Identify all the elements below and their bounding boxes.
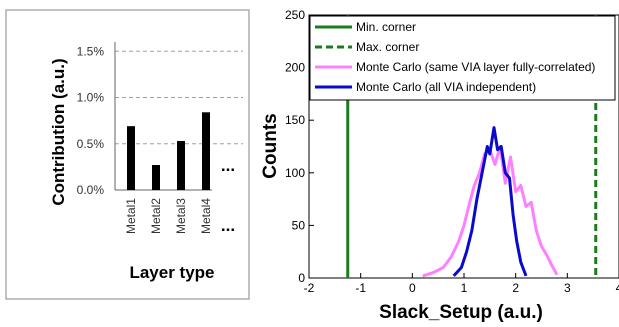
bar-metal1 (127, 126, 135, 190)
legend-box (309, 15, 616, 101)
legend-label-correlated: Monte Carlo (same VIA layer fully-correl… (356, 60, 595, 74)
hist-ytick-label: 200 (285, 61, 305, 75)
bar-chart-ellipsis-axis: ... (221, 216, 235, 235)
hist-ytick-label: 150 (285, 113, 305, 127)
histogram-panel: 0 50 100 150 200 250 -2 -1 0 1 2 3 4 Min. corner Max… (260, 8, 619, 323)
series-line-independent (452, 126, 528, 277)
bar-xtick-label: Metal4 (199, 198, 213, 234)
bar-ytick-label: 0.0% (77, 183, 105, 197)
hist-ytick-label: 50 (292, 218, 306, 232)
hist-xtick-label: -2 (304, 281, 315, 295)
bar-chart-xlabel: Layer type (129, 263, 214, 282)
series-line-correlated (422, 145, 559, 278)
bar-ytick-label: 1.5% (77, 44, 105, 58)
hist-xtick-label: 0 (409, 281, 416, 295)
hist-xtick-label: 2 (512, 281, 519, 295)
bar-xtick-label: Metal1 (124, 198, 138, 234)
hist-ytick-label: 100 (285, 166, 305, 180)
hist-xtick-label: 1 (461, 281, 468, 295)
histogram-ylabel: Counts (260, 113, 281, 178)
legend-label-independent: Monte Carlo (all VIA independent) (356, 80, 536, 94)
bar-metal3 (177, 140, 185, 190)
bar-chart-ylabel: Contribution (a.u.) (49, 58, 68, 205)
legend-label-min-corner: Min. corner (356, 20, 416, 34)
hist-ytick-label: 0 (298, 271, 305, 285)
hist-xtick-label: -1 (355, 281, 366, 295)
bar-metal4 (202, 112, 210, 190)
hist-xtick-label: 3 (564, 281, 571, 295)
bar-ytick-label: 1.0% (77, 91, 105, 105)
hist-ytick-label: 250 (285, 8, 305, 22)
bar-xtick-label: Metal3 (174, 198, 188, 234)
legend-label-max-corner: Max. corner (356, 40, 419, 54)
bar-ytick-label: 0.5% (77, 137, 105, 151)
histogram-xlabel: Slack_Setup (a.u.) (379, 302, 543, 323)
bar-chart-panel: Contribution (a.u.) Layer type 0.0% 0.5% 1… (5, 9, 250, 300)
hist-xtick-label: 4 (616, 281, 619, 295)
bar-metal2 (152, 165, 160, 190)
bar-xtick-label: Metal2 (149, 198, 163, 234)
bar-chart-ellipsis-top: ... (221, 156, 235, 175)
